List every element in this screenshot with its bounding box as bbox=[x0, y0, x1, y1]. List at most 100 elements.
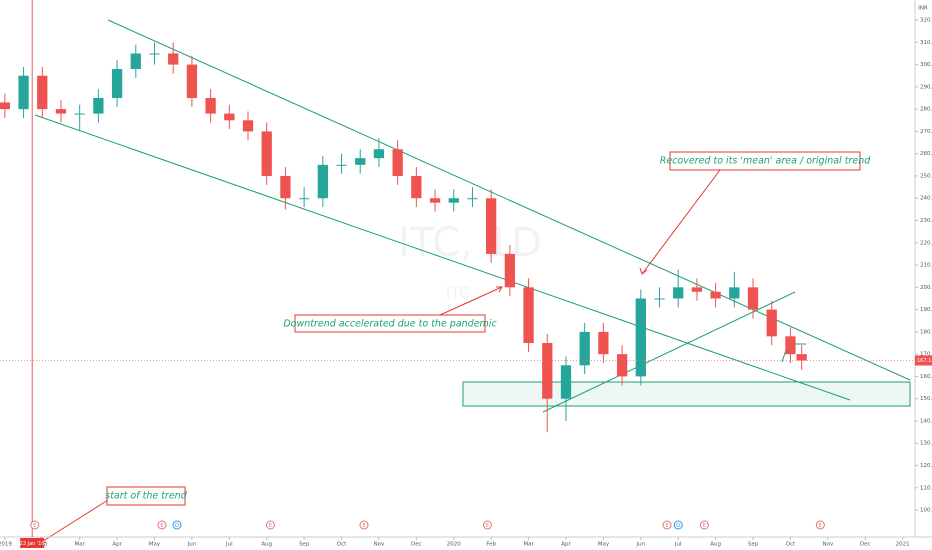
y-tick-label: 310.00 bbox=[920, 40, 932, 46]
candle-body bbox=[691, 287, 703, 292]
support-zone bbox=[462, 381, 911, 407]
x-tick-label: 2021 bbox=[896, 542, 910, 548]
x-tick-label: Nov bbox=[374, 542, 385, 548]
y-tick-label: 270.00 bbox=[920, 129, 932, 135]
x-tick-label: Feb bbox=[486, 542, 496, 548]
event-label: E bbox=[819, 523, 822, 529]
y-tick-label: 160.00 bbox=[920, 374, 932, 380]
candle-body bbox=[18, 75, 29, 110]
candle-body bbox=[336, 164, 347, 166]
event-label: D bbox=[175, 523, 179, 529]
y-tick-label: 150.00 bbox=[920, 396, 932, 402]
arrow-head bbox=[496, 286, 503, 293]
y-tick-label: 240.00 bbox=[920, 196, 932, 202]
event-label: E bbox=[362, 523, 365, 529]
event-icon bbox=[699, 520, 709, 530]
y-tick-label: 120.00 bbox=[920, 463, 932, 469]
candle-body bbox=[93, 98, 104, 114]
note-box bbox=[669, 151, 861, 171]
trend-line bbox=[34, 114, 851, 401]
y-tick-label: 180.00 bbox=[920, 329, 932, 335]
y-tick-label: 320.00 bbox=[920, 18, 932, 24]
event-icon bbox=[359, 520, 369, 530]
date-marker-label: 23 Jan '19 bbox=[20, 541, 45, 547]
y-tick-label: 230.00 bbox=[920, 218, 932, 224]
event-label: E bbox=[269, 523, 272, 529]
candle-body bbox=[317, 164, 328, 199]
candle-body bbox=[542, 343, 553, 399]
note: Recovered to its 'mean' area / original … bbox=[660, 156, 871, 167]
event-label: D bbox=[676, 523, 680, 529]
candle-body bbox=[710, 291, 721, 299]
x-tick-label: May bbox=[598, 542, 610, 548]
x-tick-label: May bbox=[149, 542, 161, 548]
x-tick-label: Oct bbox=[337, 542, 347, 548]
date-marker bbox=[20, 538, 45, 548]
arrow bbox=[439, 286, 503, 316]
candle-body bbox=[130, 53, 141, 70]
y-tick-label: 140.00 bbox=[920, 418, 932, 424]
candle-body bbox=[579, 331, 590, 366]
y-tick-label: 210.00 bbox=[920, 263, 932, 269]
candle-body bbox=[224, 113, 235, 121]
arrow-head bbox=[639, 267, 648, 275]
last-price-label: 167.15 bbox=[917, 358, 932, 364]
plot bbox=[0, 42, 807, 433]
candle-body bbox=[280, 175, 291, 199]
y-tick-label: 200.00 bbox=[920, 285, 932, 291]
event-label: E bbox=[33, 523, 36, 529]
candle-body bbox=[796, 354, 807, 361]
candle-body bbox=[55, 109, 67, 114]
candle-body bbox=[373, 149, 385, 159]
event-label: E bbox=[703, 523, 706, 529]
event-icon bbox=[662, 520, 672, 530]
candle-body bbox=[635, 298, 646, 377]
candle-body bbox=[598, 331, 609, 355]
x-tick-label: Apr bbox=[561, 542, 571, 548]
x-tick-label: Mar bbox=[523, 542, 534, 548]
event-icon bbox=[157, 520, 167, 530]
note-box bbox=[294, 314, 486, 333]
event-icon bbox=[482, 520, 492, 530]
y-tick-label: 100.00 bbox=[920, 508, 932, 514]
x-tick-label: 2020 bbox=[447, 542, 461, 548]
x-tick-label: Sep bbox=[299, 542, 310, 548]
x-tick-label: Nov bbox=[822, 542, 833, 548]
x-tick-label: Dec bbox=[411, 542, 422, 548]
candle-body bbox=[523, 287, 534, 344]
candle-body bbox=[242, 120, 254, 132]
note-box bbox=[106, 486, 186, 506]
candle-body bbox=[673, 287, 684, 299]
last-price-box bbox=[915, 355, 932, 366]
candle-body bbox=[411, 175, 422, 199]
candle-body bbox=[448, 198, 459, 203]
y-tick-label: 260.00 bbox=[920, 151, 932, 157]
candle-body bbox=[747, 287, 759, 310]
arrow bbox=[641, 169, 721, 275]
x-tick-label: Aug bbox=[261, 542, 272, 548]
candle-body bbox=[504, 253, 516, 288]
event-icon bbox=[265, 520, 275, 530]
candle-body bbox=[355, 158, 366, 165]
candle-body bbox=[654, 298, 665, 300]
y-tick-label: 290.00 bbox=[920, 84, 932, 90]
x-tick-label: Jul bbox=[674, 542, 682, 548]
event-icon bbox=[815, 520, 825, 530]
candle-body bbox=[429, 198, 441, 203]
x-tick-label: Dec bbox=[860, 542, 871, 548]
event-icon bbox=[172, 520, 182, 530]
event-label: E bbox=[486, 523, 489, 529]
candle-body bbox=[785, 336, 796, 355]
candle-body bbox=[186, 64, 198, 99]
candle-body bbox=[168, 53, 179, 65]
note: Downtrend accelerated due to the pandemi… bbox=[283, 319, 497, 330]
y-tick-label: 170.00 bbox=[920, 352, 932, 358]
candle-body bbox=[616, 354, 628, 377]
event-label: E bbox=[160, 523, 163, 529]
y-tick-label: 250.00 bbox=[920, 173, 932, 179]
x-tick-label: Sep bbox=[748, 542, 759, 548]
x-tick-label: Oct bbox=[786, 542, 796, 548]
